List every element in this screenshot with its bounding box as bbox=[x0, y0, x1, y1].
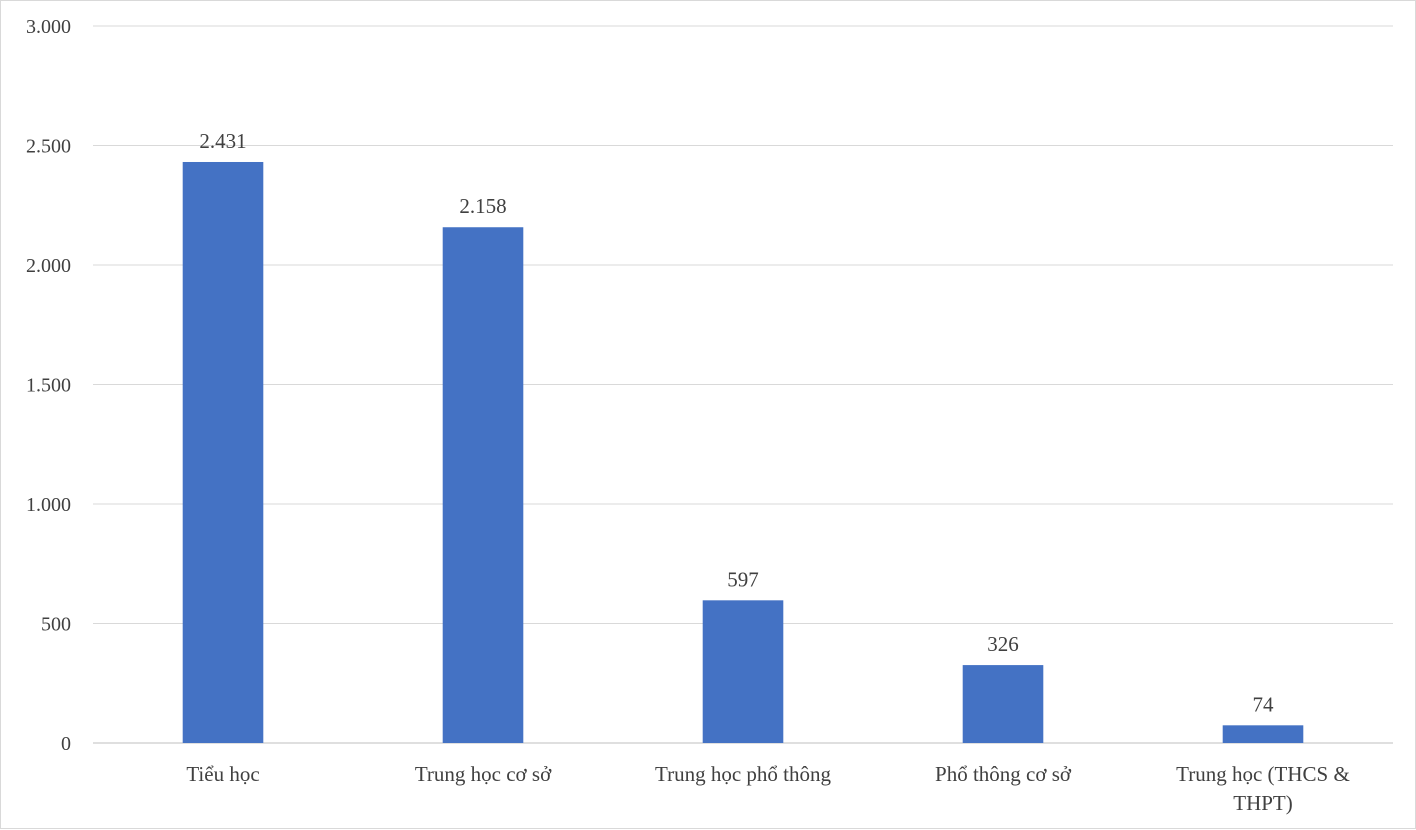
bar bbox=[702, 600, 784, 743]
bar bbox=[442, 227, 524, 743]
y-tick-label: 2.000 bbox=[26, 255, 71, 277]
category-label: Phổ thông cơ sở bbox=[935, 762, 1072, 786]
bar bbox=[962, 665, 1044, 743]
bars bbox=[182, 161, 1304, 744]
y-axis-tick-labels: 0 500 1.000 1.500 2.000 2.500 3.000 bbox=[26, 16, 71, 755]
category-label: Trung học phổ thông bbox=[655, 762, 831, 786]
category-label: Trung học (THCS & THPT) bbox=[1176, 762, 1350, 815]
bar bbox=[1222, 725, 1304, 743]
y-tick-label: 0 bbox=[61, 733, 71, 755]
y-tick-label: 1.500 bbox=[26, 375, 71, 397]
data-label: 74 bbox=[1253, 692, 1275, 716]
data-label: 326 bbox=[987, 632, 1019, 656]
y-tick-label: 500 bbox=[41, 614, 71, 636]
gridlines bbox=[93, 25, 1393, 744]
x-axis-category-labels: Tiểu học Trung học cơ sở Trung học phổ thô… bbox=[186, 762, 1350, 815]
data-label: 2.431 bbox=[199, 129, 246, 153]
y-tick-label: 1.000 bbox=[26, 494, 71, 516]
data-labels: 2.431 2.158 597 326 74 bbox=[199, 129, 1274, 716]
bar bbox=[182, 161, 264, 744]
data-label: 2.158 bbox=[459, 194, 506, 218]
y-tick-label: 3.000 bbox=[26, 16, 71, 38]
category-label: Tiểu học bbox=[186, 762, 259, 786]
category-label: Trung học cơ sở bbox=[415, 762, 552, 786]
y-tick-label: 2.500 bbox=[26, 136, 71, 158]
data-label: 597 bbox=[727, 567, 759, 591]
